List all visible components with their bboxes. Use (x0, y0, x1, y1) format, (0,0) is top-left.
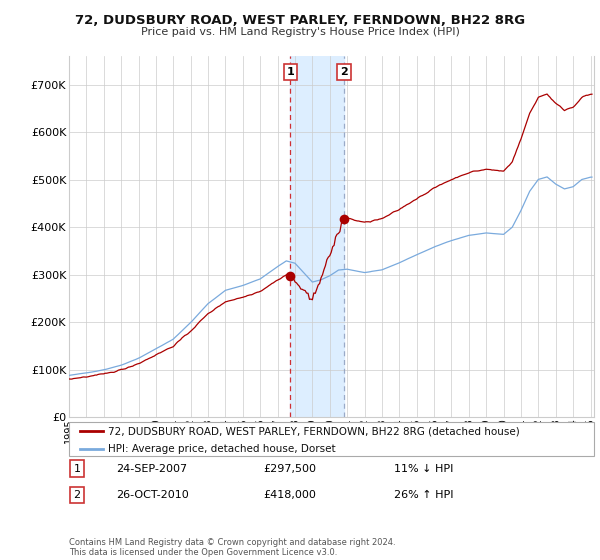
Text: £297,500: £297,500 (263, 464, 316, 474)
Text: 2: 2 (73, 490, 80, 500)
Text: HPI: Average price, detached house, Dorset: HPI: Average price, detached house, Dors… (109, 444, 336, 454)
Text: Price paid vs. HM Land Registry's House Price Index (HPI): Price paid vs. HM Land Registry's House … (140, 27, 460, 37)
Text: 72, DUDSBURY ROAD, WEST PARLEY, FERNDOWN, BH22 8RG: 72, DUDSBURY ROAD, WEST PARLEY, FERNDOWN… (75, 14, 525, 27)
Text: 24-SEP-2007: 24-SEP-2007 (116, 464, 187, 474)
Text: 26% ↑ HPI: 26% ↑ HPI (395, 490, 454, 500)
Text: Contains HM Land Registry data © Crown copyright and database right 2024.
This d: Contains HM Land Registry data © Crown c… (69, 538, 395, 557)
Text: £418,000: £418,000 (263, 490, 316, 500)
FancyBboxPatch shape (69, 422, 594, 456)
Text: 1: 1 (286, 67, 294, 77)
Text: 26-OCT-2010: 26-OCT-2010 (116, 490, 189, 500)
Text: 72, DUDSBURY ROAD, WEST PARLEY, FERNDOWN, BH22 8RG (detached house): 72, DUDSBURY ROAD, WEST PARLEY, FERNDOWN… (109, 426, 520, 436)
Text: 2: 2 (340, 67, 348, 77)
Bar (290, 56, 344, 417)
Text: 1: 1 (73, 464, 80, 474)
Text: 11% ↓ HPI: 11% ↓ HPI (395, 464, 454, 474)
